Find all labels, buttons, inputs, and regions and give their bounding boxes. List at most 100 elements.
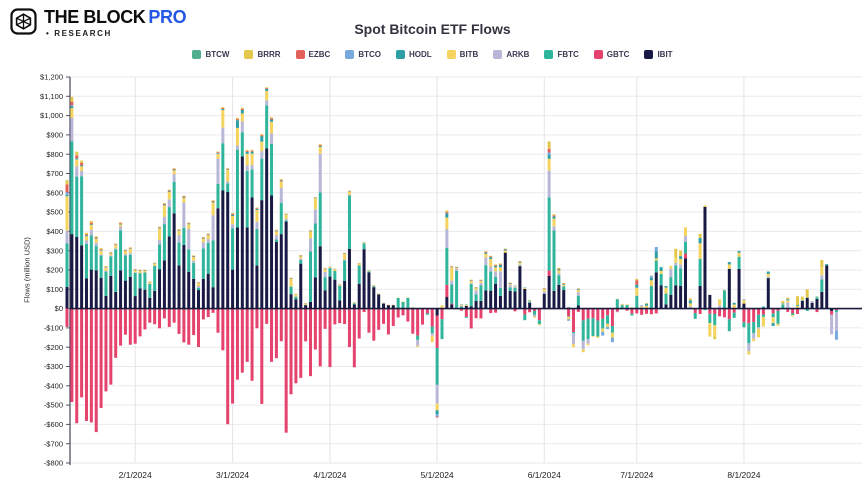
- bar-7/19[interactable]: [698, 233, 702, 315]
- bar-2/16[interactable]: [187, 222, 191, 345]
- bar-7/24[interactable]: [713, 308, 717, 340]
- bar-6/18[interactable]: [596, 308, 600, 338]
- bar-7/5[interactable]: [649, 275, 653, 315]
- bar-4/10[interactable]: [362, 242, 366, 313]
- bar-7/22[interactable]: [703, 205, 707, 311]
- bar-4/16[interactable]: [382, 302, 386, 324]
- bar-5/3[interactable]: [445, 210, 449, 309]
- bar-3/4[interactable]: [235, 117, 239, 380]
- legend-item-GBTC[interactable]: GBTC: [593, 50, 629, 59]
- bar-4/15[interactable]: [377, 293, 381, 330]
- bar-6/12[interactable]: [576, 288, 580, 312]
- bar-5/21[interactable]: [503, 248, 507, 310]
- bar-7/15[interactable]: [679, 250, 683, 309]
- bar-5/15[interactable]: [484, 251, 488, 309]
- legend-item-BRRR[interactable]: BRRR: [244, 50, 281, 59]
- bar-8/2[interactable]: [747, 308, 751, 355]
- bar-7/2[interactable]: [640, 305, 644, 315]
- bar-5/10[interactable]: [469, 279, 473, 329]
- the-block-logo-icon[interactable]: [10, 8, 37, 35]
- bar-7/11[interactable]: [669, 265, 673, 309]
- bar-8/7[interactable]: [761, 306, 765, 327]
- bar-6/3[interactable]: [542, 287, 546, 309]
- bar-2/15[interactable]: [182, 195, 186, 343]
- bar-8/12[interactable]: [776, 308, 780, 326]
- bar-3/22[interactable]: [304, 303, 308, 342]
- bar-4/19[interactable]: [396, 297, 400, 318]
- bar-4/9[interactable]: [357, 262, 361, 339]
- bar-2/23[interactable]: [206, 233, 210, 318]
- bar-3/28[interactable]: [323, 267, 327, 329]
- bar-8/14[interactable]: [786, 297, 790, 312]
- bar-2/13[interactable]: [172, 168, 176, 323]
- bar-3/27[interactable]: [318, 144, 322, 367]
- bar-7/29[interactable]: [727, 262, 731, 332]
- bar-1/19[interactable]: [89, 220, 93, 423]
- bar-1/18[interactable]: [84, 232, 88, 421]
- bar-3/19[interactable]: [289, 277, 293, 395]
- bar-8/8[interactable]: [766, 271, 770, 309]
- bar-3/13[interactable]: [270, 117, 274, 362]
- bar-2/21[interactable]: [196, 281, 200, 348]
- bar-2/6[interactable]: [148, 281, 152, 323]
- bar-4/18[interactable]: [391, 304, 395, 326]
- legend-item-FBTC[interactable]: FBTC: [544, 50, 579, 59]
- bar-4/1[interactable]: [328, 266, 332, 368]
- legend-item-HODL[interactable]: HODL: [396, 50, 432, 59]
- bar-2/1[interactable]: [133, 269, 137, 344]
- bar-3/26[interactable]: [313, 197, 317, 350]
- bar-7/26[interactable]: [722, 289, 726, 318]
- bar-5/23[interactable]: [513, 285, 517, 312]
- bar-8/20[interactable]: [805, 289, 809, 311]
- bar-7/31[interactable]: [737, 250, 741, 309]
- bar-4/2[interactable]: [333, 268, 337, 325]
- bar-1/24[interactable]: [104, 265, 108, 392]
- bar-3/11[interactable]: [260, 134, 264, 404]
- legend-item-BTCO[interactable]: BTCO: [345, 50, 381, 59]
- bar-6/21[interactable]: [606, 308, 610, 330]
- bar-7/16[interactable]: [683, 227, 687, 309]
- bar-6/4[interactable]: [547, 141, 551, 309]
- bar-4/5[interactable]: [347, 190, 351, 348]
- bar-2/2[interactable]: [138, 269, 142, 337]
- bar-1/31[interactable]: [128, 247, 132, 345]
- bar-7/18[interactable]: [693, 308, 697, 319]
- bar-8/26[interactable]: [825, 264, 829, 309]
- bar-5/13[interactable]: [474, 286, 478, 319]
- bar-1/25[interactable]: [109, 252, 113, 385]
- bar-1/17[interactable]: [80, 160, 84, 398]
- bar-8/1[interactable]: [742, 299, 746, 328]
- bar-8/13[interactable]: [781, 301, 785, 309]
- bar-1/11[interactable]: [65, 180, 69, 327]
- bar-1/23[interactable]: [99, 248, 103, 408]
- bar-8/6[interactable]: [757, 308, 761, 338]
- bar-6/13[interactable]: [581, 308, 585, 353]
- bar-8/16[interactable]: [796, 296, 799, 315]
- bar-8/21[interactable]: [810, 301, 814, 309]
- bar-8/15[interactable]: [791, 308, 795, 317]
- bar-6/26[interactable]: [620, 303, 624, 309]
- bar-7/9[interactable]: [659, 267, 663, 309]
- bar-1/30[interactable]: [123, 249, 127, 335]
- bar-3/18[interactable]: [284, 213, 288, 433]
- bar-7/1[interactable]: [635, 278, 639, 314]
- bar-1/16[interactable]: [75, 151, 79, 424]
- bar-8/23[interactable]: [820, 259, 824, 309]
- bar-2/5[interactable]: [143, 269, 147, 330]
- bar-7/23[interactable]: [708, 294, 712, 337]
- bar-3/15[interactable]: [279, 179, 283, 342]
- bar-7/17[interactable]: [688, 298, 692, 309]
- bar-1/12[interactable]: [70, 96, 74, 403]
- bar-7/8[interactable]: [654, 247, 658, 314]
- bar-5/28[interactable]: [523, 287, 527, 321]
- bar-2/12[interactable]: [167, 189, 171, 327]
- bar-5/31[interactable]: [537, 308, 541, 326]
- bar-3/25[interactable]: [309, 230, 312, 377]
- bar-3/5[interactable]: [240, 107, 244, 373]
- legend-item-ARKB[interactable]: ARKB: [493, 50, 529, 59]
- bar-4/8[interactable]: [352, 302, 356, 368]
- bar-3/14[interactable]: [274, 229, 278, 359]
- bar-3/7[interactable]: [250, 149, 254, 381]
- bar-4/12[interactable]: [372, 285, 376, 341]
- bar-4/25[interactable]: [416, 308, 420, 348]
